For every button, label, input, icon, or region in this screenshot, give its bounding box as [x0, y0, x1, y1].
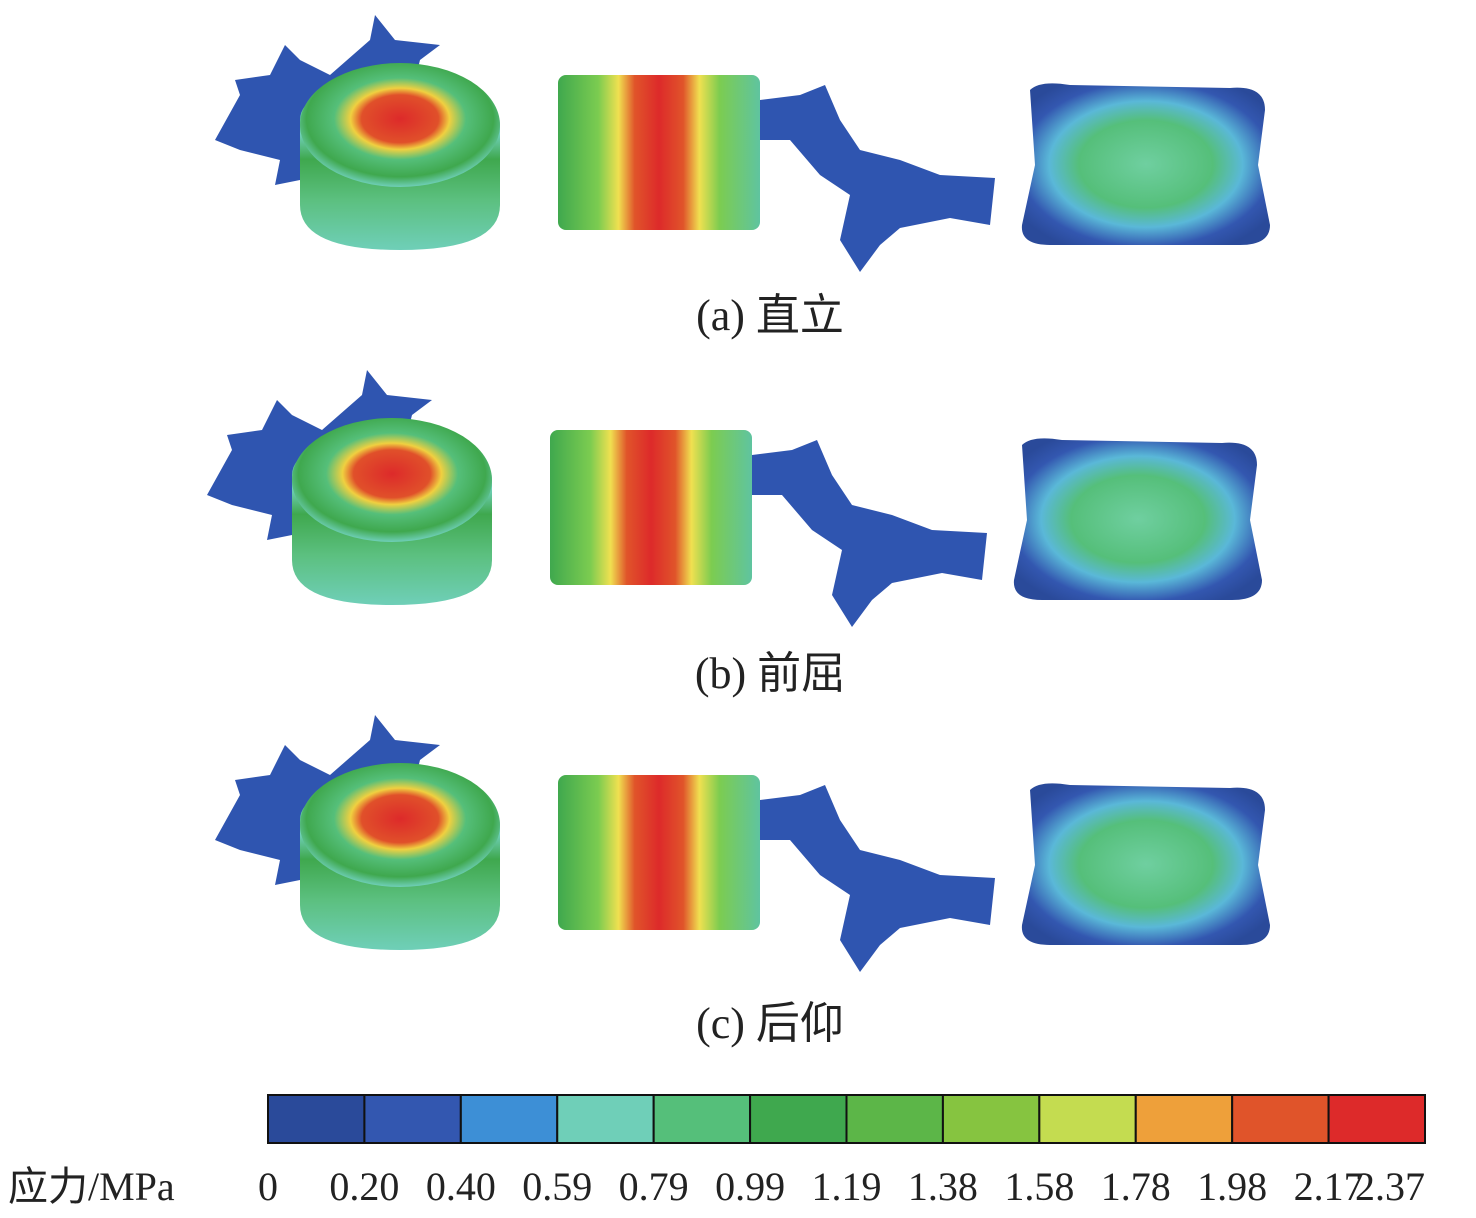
colorbar-segment [749, 1094, 848, 1144]
caption: (c) 后仰 [696, 999, 844, 1048]
caption: (b) 前屈 [695, 649, 845, 698]
colorbar-tick-label: 0.59 [522, 1164, 592, 1209]
colorbar-label: 应力/MPa [8, 1164, 175, 1209]
colorbar-segment [363, 1094, 462, 1144]
colorbar-segment [459, 1094, 559, 1144]
colorbar-segment [1038, 1094, 1137, 1144]
model-row-c [215, 715, 1270, 972]
colorbar-segment [556, 1094, 655, 1144]
colorbar-segment [267, 1094, 366, 1144]
colorbar-segment [845, 1094, 944, 1144]
model-row-a [215, 15, 1270, 272]
colorbar-segment [941, 1094, 1041, 1144]
colorbar-tick-label: 1.38 [908, 1164, 978, 1209]
colorbar-tick-label: 1.58 [1004, 1164, 1074, 1209]
colorbar: 0 0.20 0.40 0.59 0.79 0.99 1.19 1.38 1.58 1.78 1.9… [258, 1094, 1427, 1209]
colorbar-tick-label: 0.79 [619, 1164, 689, 1209]
colorbar-tick-label: 1.98 [1197, 1164, 1267, 1209]
colorbar-segment [652, 1094, 752, 1144]
colorbar-tick-label: 2.37 [1355, 1164, 1425, 1209]
caption: (a) 直立 [696, 291, 844, 340]
colorbar-tick-label: 0.40 [426, 1164, 496, 1209]
colorbar-tick-label: 0 [258, 1164, 278, 1209]
colorbar-segment [1134, 1094, 1234, 1144]
colorbar-segment [1231, 1094, 1330, 1144]
colorbar-tick-label: 1.78 [1101, 1164, 1171, 1209]
model-row-b [207, 370, 1262, 627]
colorbar-tick-label: 0.20 [329, 1164, 399, 1209]
colorbar-tick-label: 0.99 [715, 1164, 785, 1209]
colorbar-tick-label: 1.19 [812, 1164, 882, 1209]
colorbar-tick-label: 2.17 [1294, 1164, 1364, 1209]
colorbar-segment [1327, 1094, 1427, 1144]
